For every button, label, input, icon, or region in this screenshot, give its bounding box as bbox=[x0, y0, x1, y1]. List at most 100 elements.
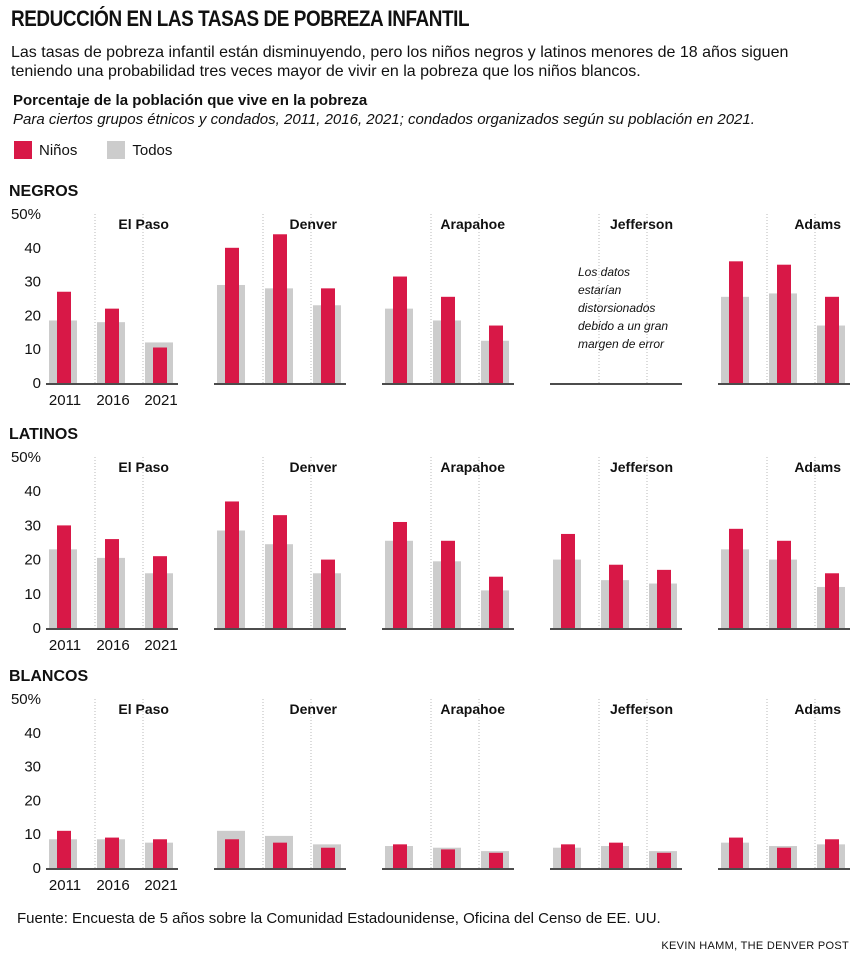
county-label: El Paso bbox=[118, 459, 169, 475]
chart-note: Para ciertos grupos étnicos y condados, … bbox=[13, 111, 755, 128]
x-tick-label: 2016 bbox=[96, 877, 129, 894]
bar-ninos-2011 bbox=[729, 528, 743, 628]
bar-ninos-2021 bbox=[321, 288, 335, 383]
y-tick-label: 50% bbox=[11, 449, 41, 466]
bar-ninos-2016 bbox=[777, 540, 791, 628]
no-data-note: Los datos bbox=[578, 265, 630, 279]
page-title: REDUCCIÓN EN LAS TASAS DE POBREZA INFANT… bbox=[11, 6, 470, 31]
county-label: Jefferson bbox=[610, 216, 673, 232]
county-label: Jefferson bbox=[610, 701, 673, 717]
y-tick-label: 0 bbox=[33, 620, 41, 637]
y-tick-label: 30 bbox=[24, 759, 41, 776]
page-subtitle: Las tasas de pobreza infantil están dism… bbox=[11, 44, 789, 80]
x-tick-label: 2011 bbox=[49, 637, 81, 654]
county-label: Denver bbox=[290, 459, 338, 475]
bar-ninos-2016 bbox=[609, 564, 623, 628]
bar-ninos-2016 bbox=[273, 842, 287, 868]
legend-label-ninos: Niños bbox=[39, 141, 78, 159]
y-tick-label: 0 bbox=[33, 375, 41, 392]
bar-ninos-2016 bbox=[777, 847, 791, 868]
y-tick-label: 40 bbox=[24, 725, 41, 742]
y-tick-label: 50% bbox=[11, 206, 41, 223]
source-note: Fuente: Encuesta de 5 años sobre la Comu… bbox=[17, 910, 661, 927]
bar-ninos-2021 bbox=[321, 847, 335, 868]
bar-ninos-2016 bbox=[273, 234, 287, 383]
y-tick-label: 50% bbox=[11, 691, 41, 708]
bar-ninos-2021 bbox=[153, 347, 167, 383]
y-tick-label: 10 bbox=[24, 341, 41, 358]
bar-ninos-2016 bbox=[609, 842, 623, 868]
county-label: Adams bbox=[794, 701, 841, 717]
bar-ninos-2011 bbox=[225, 501, 239, 628]
bar-ninos-2016 bbox=[441, 296, 455, 383]
y-tick-label: 30 bbox=[24, 274, 41, 291]
bar-ninos-2021 bbox=[825, 573, 839, 628]
y-tick-label: 10 bbox=[24, 586, 41, 603]
y-tick-label: 10 bbox=[24, 826, 41, 843]
legend-item-ninos: Niños bbox=[14, 141, 77, 159]
group-label-1: LATINOS bbox=[9, 426, 78, 443]
bar-ninos-2011 bbox=[729, 837, 743, 868]
bar-ninos-2011 bbox=[393, 844, 407, 868]
county-label: Arapahoe bbox=[440, 459, 505, 475]
y-tick-label: 40 bbox=[24, 483, 41, 500]
y-tick-label: 30 bbox=[24, 517, 41, 534]
no-data-note: distorsionados bbox=[578, 301, 655, 315]
x-tick-label: 2021 bbox=[144, 637, 177, 654]
bar-ninos-2011 bbox=[561, 533, 575, 628]
bar-ninos-2011 bbox=[393, 521, 407, 628]
bar-ninos-2011 bbox=[225, 247, 239, 383]
bar-ninos-2011 bbox=[225, 839, 239, 868]
bar-ninos-2021 bbox=[825, 296, 839, 383]
x-tick-label: 2011 bbox=[49, 392, 81, 409]
bar-ninos-2011 bbox=[57, 830, 71, 868]
county-label: Adams bbox=[794, 459, 841, 475]
bar-ninos-2021 bbox=[489, 852, 503, 868]
bar-ninos-2021 bbox=[825, 839, 839, 868]
bar-ninos-2021 bbox=[489, 576, 503, 628]
x-tick-label: 2021 bbox=[144, 877, 177, 894]
county-label: Adams bbox=[794, 216, 841, 232]
x-tick-label: 2016 bbox=[96, 637, 129, 654]
bar-ninos-2016 bbox=[105, 837, 119, 868]
no-data-note: margen de error bbox=[578, 337, 665, 351]
bar-ninos-2016 bbox=[273, 515, 287, 628]
bar-ninos-2016 bbox=[105, 308, 119, 383]
legend-swatch-ninos bbox=[14, 141, 32, 159]
county-label: Arapahoe bbox=[440, 216, 505, 232]
group-label-2: BLANCOS bbox=[9, 668, 88, 685]
chart-title: Porcentaje de la población que vive en l… bbox=[13, 92, 368, 109]
x-tick-label: 2021 bbox=[144, 392, 177, 409]
no-data-note: estarían bbox=[578, 283, 622, 297]
legend-label-todos: Todos bbox=[132, 141, 173, 159]
group-label-0: NEGROS bbox=[9, 183, 79, 200]
bar-ninos-2011 bbox=[393, 276, 407, 383]
no-data-note: debido a un gran bbox=[578, 319, 668, 333]
x-tick-label: 2016 bbox=[96, 392, 129, 409]
county-label: El Paso bbox=[118, 216, 169, 232]
bar-ninos-2021 bbox=[321, 559, 335, 628]
legend-swatch-todos bbox=[107, 141, 126, 159]
y-tick-label: 0 bbox=[33, 860, 41, 877]
legend-item-todos: Todos bbox=[107, 141, 172, 159]
bar-ninos-2016 bbox=[441, 540, 455, 628]
bar-ninos-2021 bbox=[489, 325, 503, 383]
x-tick-label: 2011 bbox=[49, 877, 81, 894]
bar-ninos-2011 bbox=[561, 844, 575, 868]
bar-ninos-2011 bbox=[57, 525, 71, 628]
bar-ninos-2011 bbox=[729, 261, 743, 383]
county-label: Jefferson bbox=[610, 459, 673, 475]
bar-ninos-2016 bbox=[105, 539, 119, 628]
bar-ninos-2021 bbox=[657, 569, 671, 628]
bar-ninos-2011 bbox=[57, 291, 71, 383]
county-label: El Paso bbox=[118, 701, 169, 717]
bar-ninos-2021 bbox=[657, 852, 671, 868]
county-label: Denver bbox=[290, 216, 338, 232]
legend: Niños Todos bbox=[14, 141, 202, 159]
y-tick-label: 20 bbox=[24, 792, 41, 809]
y-tick-label: 20 bbox=[24, 307, 41, 324]
bar-ninos-2021 bbox=[153, 556, 167, 628]
y-tick-label: 40 bbox=[24, 240, 41, 257]
bar-ninos-2021 bbox=[153, 839, 167, 868]
